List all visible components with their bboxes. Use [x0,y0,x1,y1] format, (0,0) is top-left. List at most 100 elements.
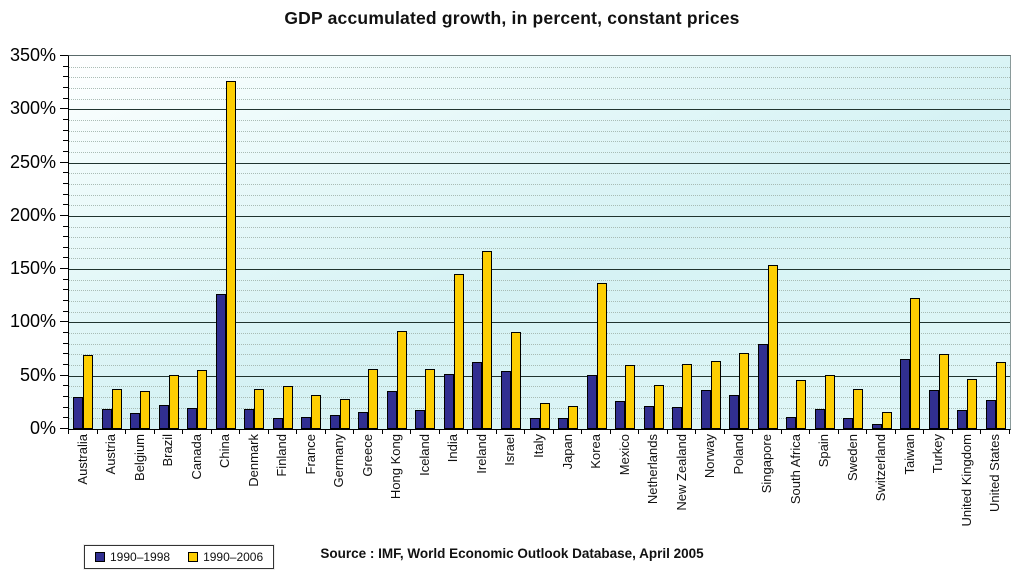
x-axis-label-text: Ireland [473,434,489,474]
bar-group [696,56,725,429]
x-axis-label-text: Switzerland [873,434,889,502]
gridline-major [69,269,1010,271]
y-tick [63,289,68,291]
x-axis-label-text: Greece [359,434,375,477]
gridline-minor [69,301,1010,303]
x-axis-label: Finland [268,434,297,538]
x-tick [894,429,896,434]
bar [386,390,397,429]
gridline-minor [69,87,1010,89]
y-tick [63,118,68,120]
x-axis-label-text: United Kingdom [958,434,974,527]
gridline-minor [69,173,1010,175]
bar-group [269,56,298,429]
y-tick [63,86,68,88]
bar-group [525,56,554,429]
bar [767,264,778,429]
x-axis-label-text: Poland [730,434,746,475]
y-tick [63,225,68,227]
x-axis-label-text: Italy [531,434,546,458]
gridline-minor [69,290,1010,292]
y-tick [63,353,68,355]
bar [928,389,939,429]
bar-group [867,56,896,429]
x-tick [638,429,640,434]
gridline-minor [69,130,1010,132]
x-axis-label-text: Taiwan [901,434,917,475]
bar-group [383,56,412,429]
x-tick [581,429,583,434]
legend-box: 1990–1998 1990–2006 [84,545,275,569]
bar [796,379,807,429]
bar [568,405,579,429]
bar-group [554,56,583,429]
bar-group [896,56,925,429]
x-axis-label-text: United States [987,434,1003,513]
bar-group [126,56,155,429]
bar [824,374,835,429]
x-axis-label-text: China [217,434,233,468]
bar [700,389,711,429]
x-axis-label: Germany [325,434,354,538]
x-axis-labels: Australia Austria Belgium Brazil Canada China… [68,434,1009,538]
x-axis-label: South Africa [781,434,810,538]
bar-group [725,56,754,429]
bar [853,388,864,429]
bar-group [468,56,497,429]
x-tick [780,429,782,434]
x-axis-label-text: Canada [188,434,204,480]
bar-group [953,56,982,429]
bar [368,369,379,429]
bar [871,423,882,429]
bar-group [155,56,184,429]
gridline-minor [69,237,1010,239]
bar [739,353,750,429]
y-tick [63,150,68,152]
y-tick [63,236,68,238]
x-tick [353,429,355,434]
x-tick [837,429,839,434]
bar-group [69,56,98,429]
legend-swatch-blue-icon [95,552,105,562]
y-tick [63,172,68,174]
y-tick [63,97,68,99]
gridline-minor [69,151,1010,153]
gridline-minor [69,386,1010,388]
bar [843,418,854,429]
bar-group [582,56,611,429]
gridline-minor [69,119,1010,121]
x-axis-label: New Zealand [667,434,696,538]
x-tick [153,429,155,434]
y-tick [63,332,68,334]
x-axis-label: Norway [695,434,724,538]
x-tick [951,429,953,434]
x-tick [68,429,69,434]
bar-group [354,56,383,429]
x-tick [866,429,868,434]
legend-item-1990-1998: 1990–1998 [95,550,170,564]
x-axis-label: Canada [182,434,211,538]
y-tick [63,364,68,366]
bar [140,390,151,429]
gridline-minor [69,354,1010,356]
x-axis-label-text: Norway [702,434,718,479]
bar [311,394,322,429]
bar [282,386,293,429]
bar [653,385,664,429]
bar [187,407,198,429]
x-tick [296,429,298,434]
x-axis-label: Spain [809,434,838,538]
legend-swatch-yellow-icon [188,552,199,562]
bar-group [810,56,839,429]
x-axis-label: Hong Kong [382,434,411,538]
y-axis-label: 200% [9,204,56,225]
bar [197,370,208,429]
y-tick [60,268,68,270]
y-axis-label: 300% [9,98,56,119]
gridline-minor [69,365,1010,367]
x-axis-label: Turkey [923,434,952,538]
y-tick [63,204,68,206]
y-tick [60,55,68,56]
bar [425,369,436,429]
x-tick [1009,429,1010,434]
